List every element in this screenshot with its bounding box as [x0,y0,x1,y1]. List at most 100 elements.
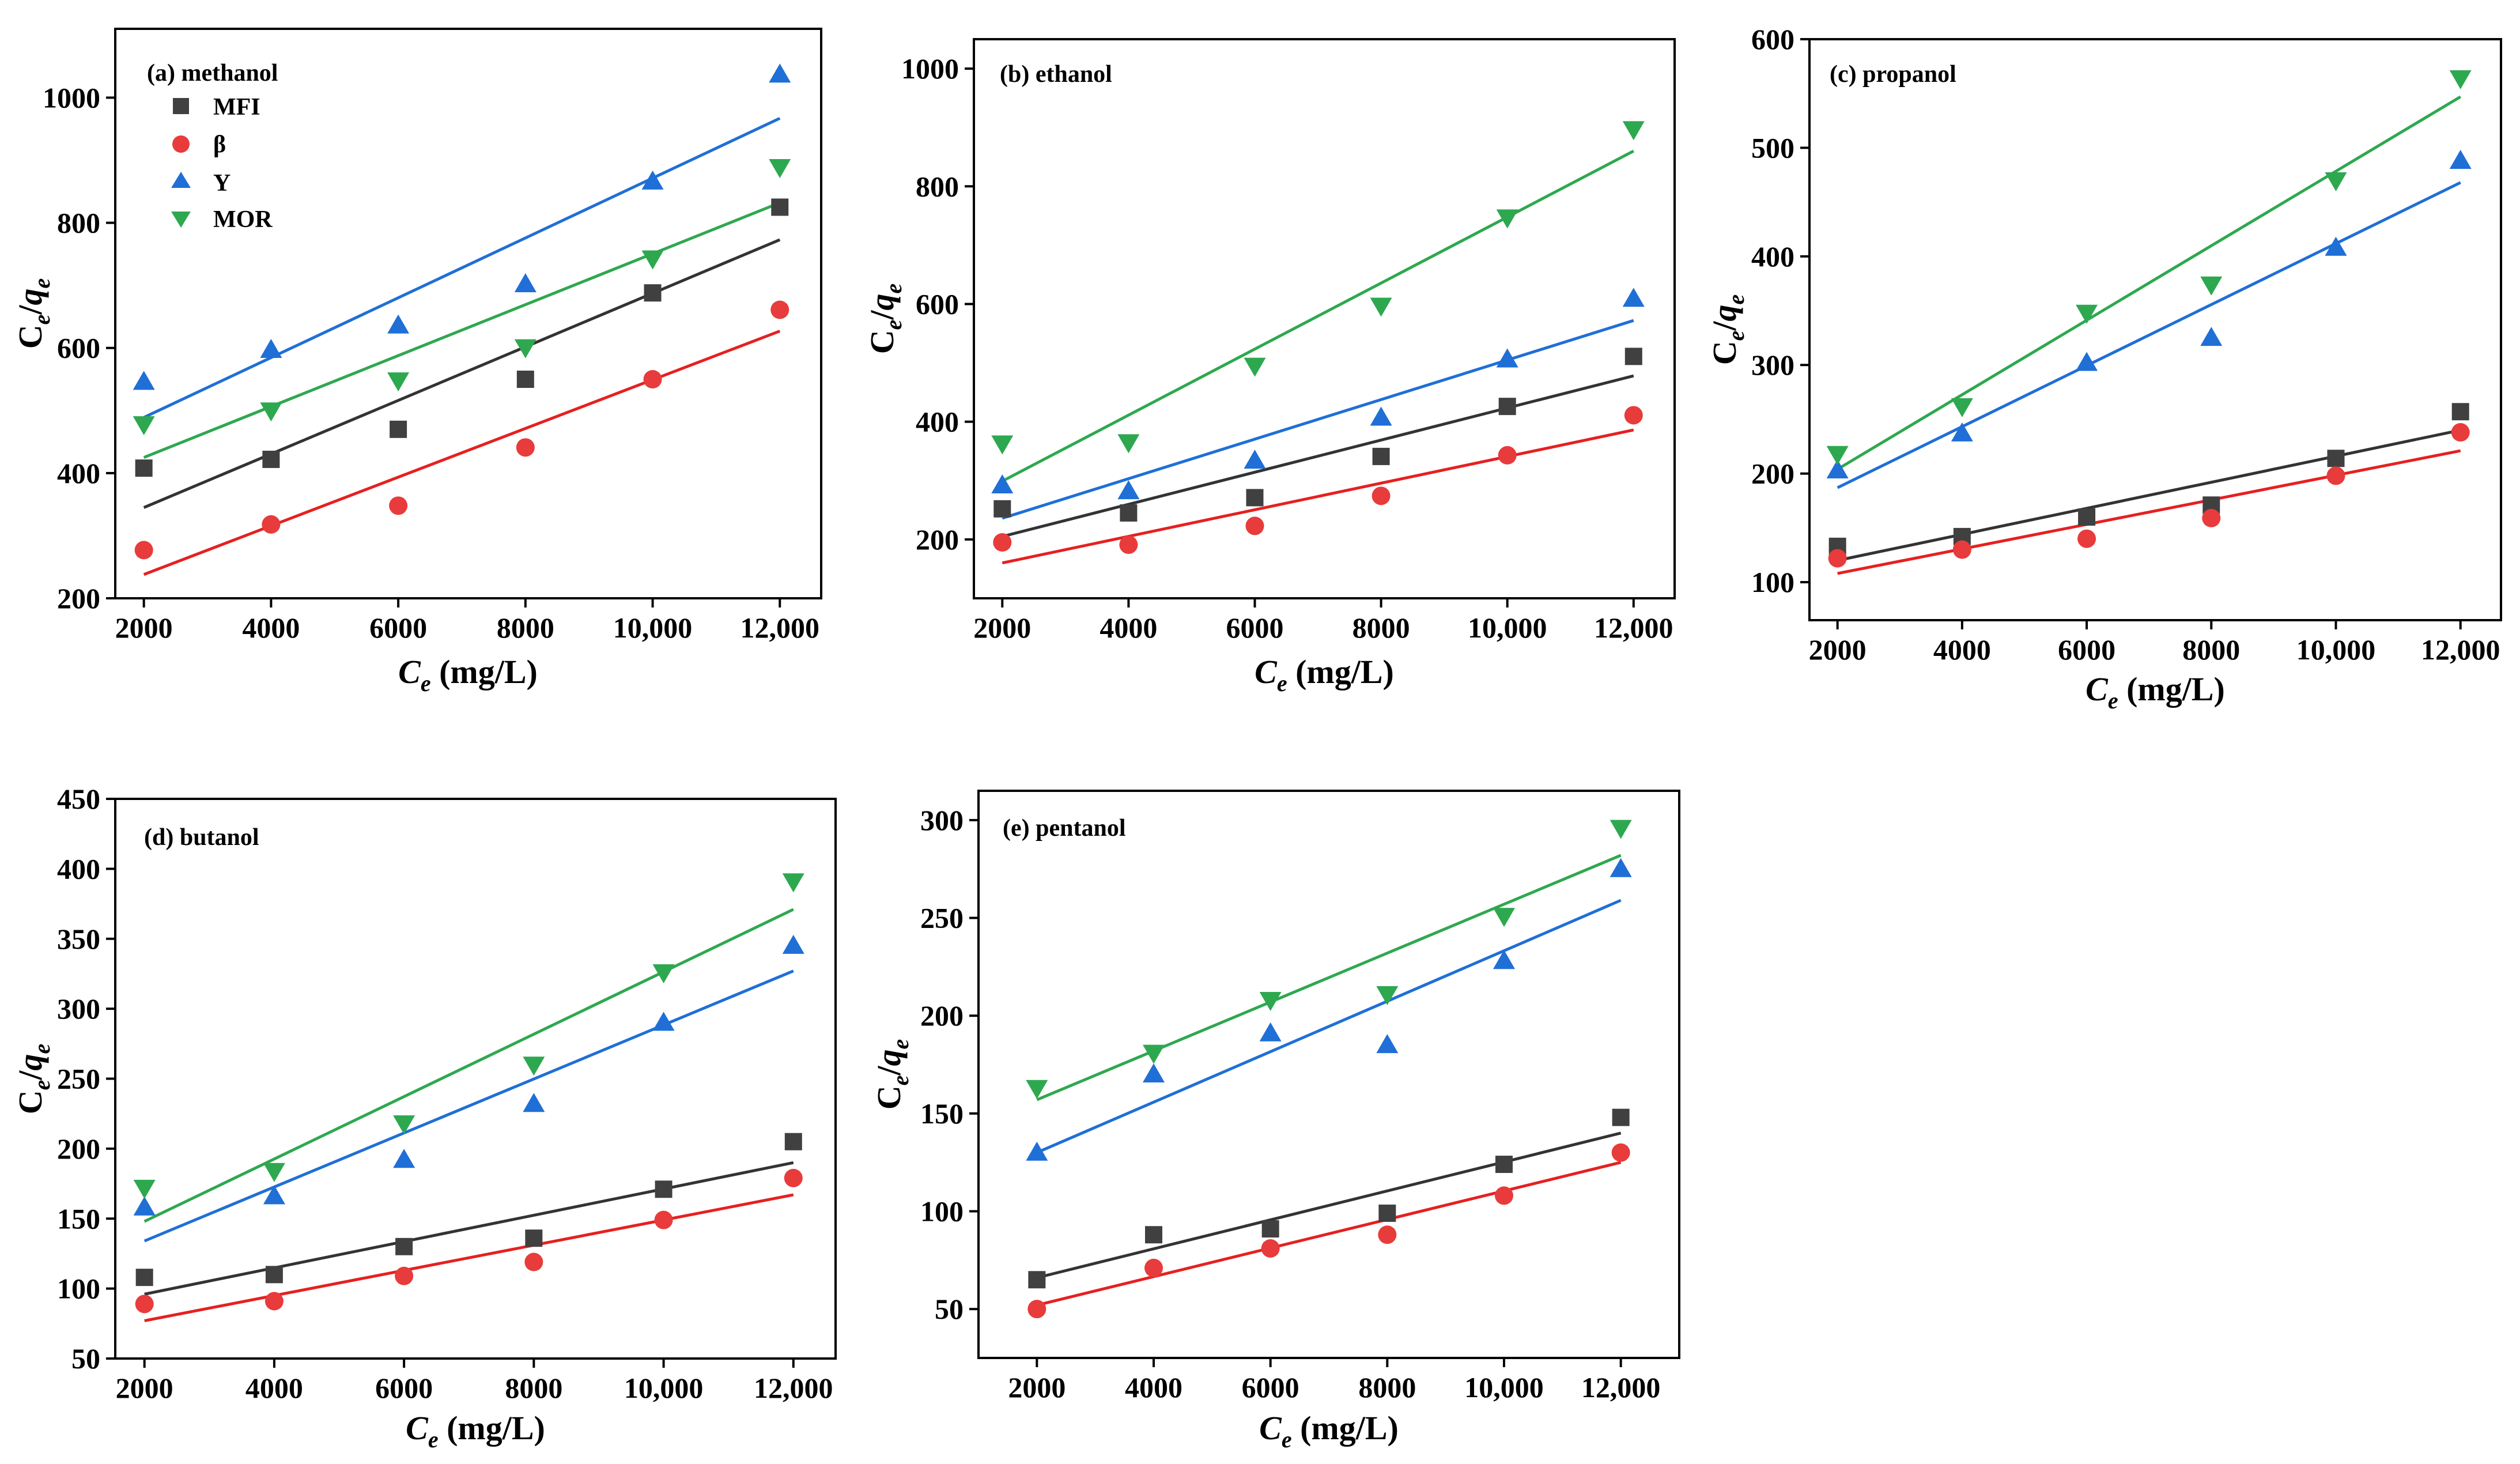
data-point-mor [2200,276,2223,296]
y-axis-label: Ce/qe [870,1039,913,1110]
y-label-e2: e [29,1044,55,1054]
y-tick-label: 200 [920,999,964,1032]
x-tick-label: 6000 [1242,1371,1299,1403]
data-point-mfi [395,1237,413,1255]
data-point-y [652,1012,675,1031]
data-point-beta [1144,1258,1163,1277]
fit-line-mor [143,201,781,459]
data-point-beta [1261,1239,1280,1258]
panel-a-methanol: (a) methanol MFI β Y MOR Ce (mg/L) Ce/qe… [12,28,822,696]
panel-title: (e) pentanol [1003,815,1126,842]
y-tick-label: 200 [916,523,959,556]
data-point-beta [1828,549,1847,568]
legend-label-beta: β [213,131,226,158]
y-label-e1: e [887,1076,913,1086]
fit-line-y [143,969,794,1243]
x-axis-label: Ce (mg/L) [398,653,538,696]
svg-text:Ce/qe: Ce/qe [12,1044,55,1115]
x-axis-label: Ce (mg/L) [406,1409,545,1452]
panel-e-pentanol: (e) pentanol Ce (mg/L) Ce/qe 2000 4000 600… [870,790,1680,1452]
y-tick-label: 1000 [901,52,959,85]
data-point-mor [387,372,410,392]
fit-line-mor [1036,854,1622,1101]
y-label-e2: e [881,284,906,294]
y-tick-label: 300 [920,804,964,836]
data-point-y [387,314,410,334]
data-point-mor [133,416,155,436]
data-point-mor [2449,70,2472,89]
x-axis-label: Ce (mg/L) [1259,1409,1399,1452]
data-point-y [1622,288,1645,307]
legend-marker-beta [172,135,190,153]
panel-title: (c) propanol [1830,61,1956,88]
data-point-beta [1952,540,1971,559]
y-label-q: q [870,1049,908,1066]
data-point-y [2076,352,2098,371]
x-tick-label: 2000 [1008,1371,1066,1403]
x-label-sub: e [1277,670,1287,696]
fit-line-mor [1002,149,1634,483]
data-point-y [769,63,791,83]
data-point-mor [1826,446,1849,465]
y-tick-label: 600 [57,332,100,364]
data-point-beta [770,300,789,319]
legend-marker-mfi [173,98,189,114]
x-label-c: C [2085,670,2109,708]
y-tick-label: 250 [920,902,964,934]
data-point-beta [389,496,408,515]
x-tick-label: 12,000 [1594,612,1673,644]
data-point-beta [2202,508,2221,527]
y-label-slash: / [12,1070,49,1081]
y-tick-label: 400 [57,852,100,885]
x-tick-label: 8000 [505,1372,562,1404]
svg-text:Ce (mg/L): Ce (mg/L) [398,653,538,696]
data-point-mor [1143,1044,1165,1064]
y-tick-label: 600 [916,288,959,320]
data-point-mfi [771,198,789,216]
y-tick-label: 200 [1751,458,1794,490]
x-tick-label: 8000 [1352,612,1410,644]
x-tick-label: 10,000 [2296,633,2376,666]
data-point-mor [652,964,675,984]
y-label-q: q [12,288,49,305]
data-point-mor [1376,986,1399,1005]
data-point-mfi [265,1266,283,1284]
x-tick-label: 10,000 [1464,1371,1544,1403]
x-tick-label: 4000 [245,1372,303,1404]
data-point-mor [641,250,664,270]
data-point-mfi [390,420,407,438]
data-point-y [1376,1034,1399,1054]
y-axis-label: Ce/qe [12,1044,55,1115]
data-point-mfi [135,459,153,477]
data-point-mfi [1498,398,1516,416]
fit-line-mfi [143,238,781,509]
x-tick-label: 10,000 [1468,612,1547,644]
data-point-y [1493,950,1515,969]
x-tick-label: 10,000 [613,612,693,644]
x-label-unit: (mg/L) [1292,1409,1399,1447]
y-tick-label: 100 [920,1195,964,1228]
x-axis-label: Ce (mg/L) [1255,653,1394,696]
fit-line-y [143,116,781,419]
data-point-mor [1244,357,1266,377]
fit-line-mfi [1837,428,2461,562]
data-point-mfi [2078,508,2096,526]
y-tick-label: 100 [57,1273,100,1305]
legend-marker-mor [171,212,191,228]
data-point-mfi [784,1133,802,1150]
legend-label-mfi: MFI [213,94,260,120]
fit-line-mfi [144,1161,794,1296]
data-point-mor [1117,434,1140,454]
x-label-sub: e [421,670,431,696]
plot-frame [973,38,1676,599]
fit-line-beta [1036,1161,1622,1307]
data-point-y [2200,327,2223,346]
data-point-mfi [1145,1226,1162,1244]
fit-line-beta [1002,428,1634,565]
data-point-beta [262,515,281,534]
data-point-y [782,934,804,954]
x-tick-label: 2000 [115,612,173,644]
data-point-beta [1378,1225,1397,1244]
panel-title: (d) butanol [144,824,259,851]
y-label-e2: e [29,278,55,289]
